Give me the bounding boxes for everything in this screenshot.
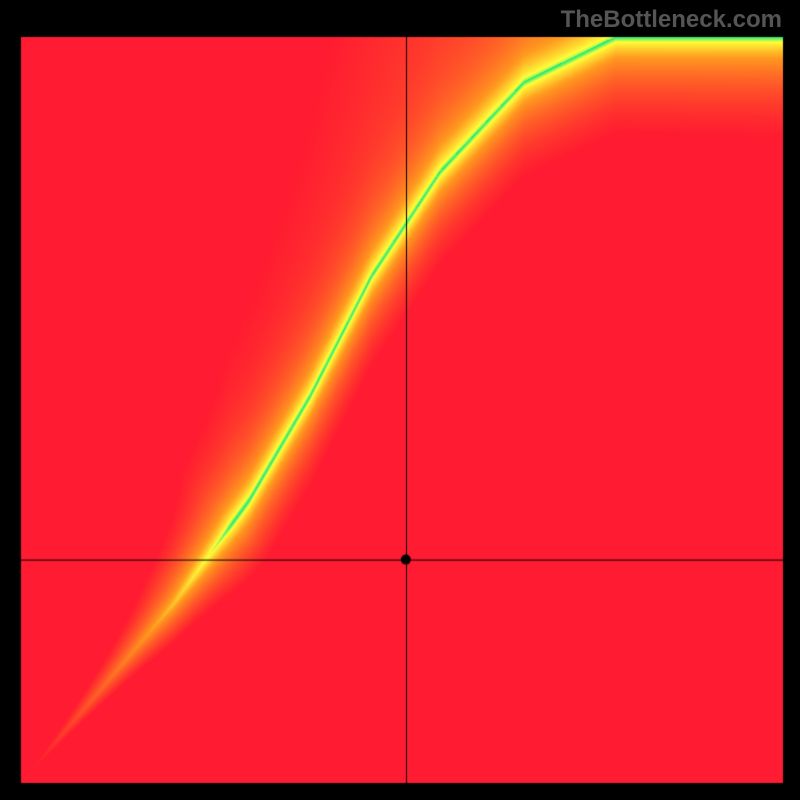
- chart-container: TheBottleneck.com: [0, 0, 800, 800]
- bottleneck-heatmap: [0, 0, 800, 800]
